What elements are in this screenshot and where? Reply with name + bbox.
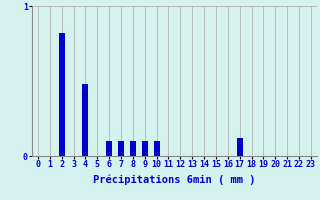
Bar [142, 141, 148, 156]
Bar [59, 33, 65, 156]
Bar [83, 84, 88, 156]
Bar [237, 138, 243, 156]
Bar [130, 141, 136, 156]
X-axis label: Précipitations 6min ( mm ): Précipitations 6min ( mm ) [93, 175, 256, 185]
Bar [154, 141, 160, 156]
Bar [106, 141, 112, 156]
Bar [118, 141, 124, 156]
